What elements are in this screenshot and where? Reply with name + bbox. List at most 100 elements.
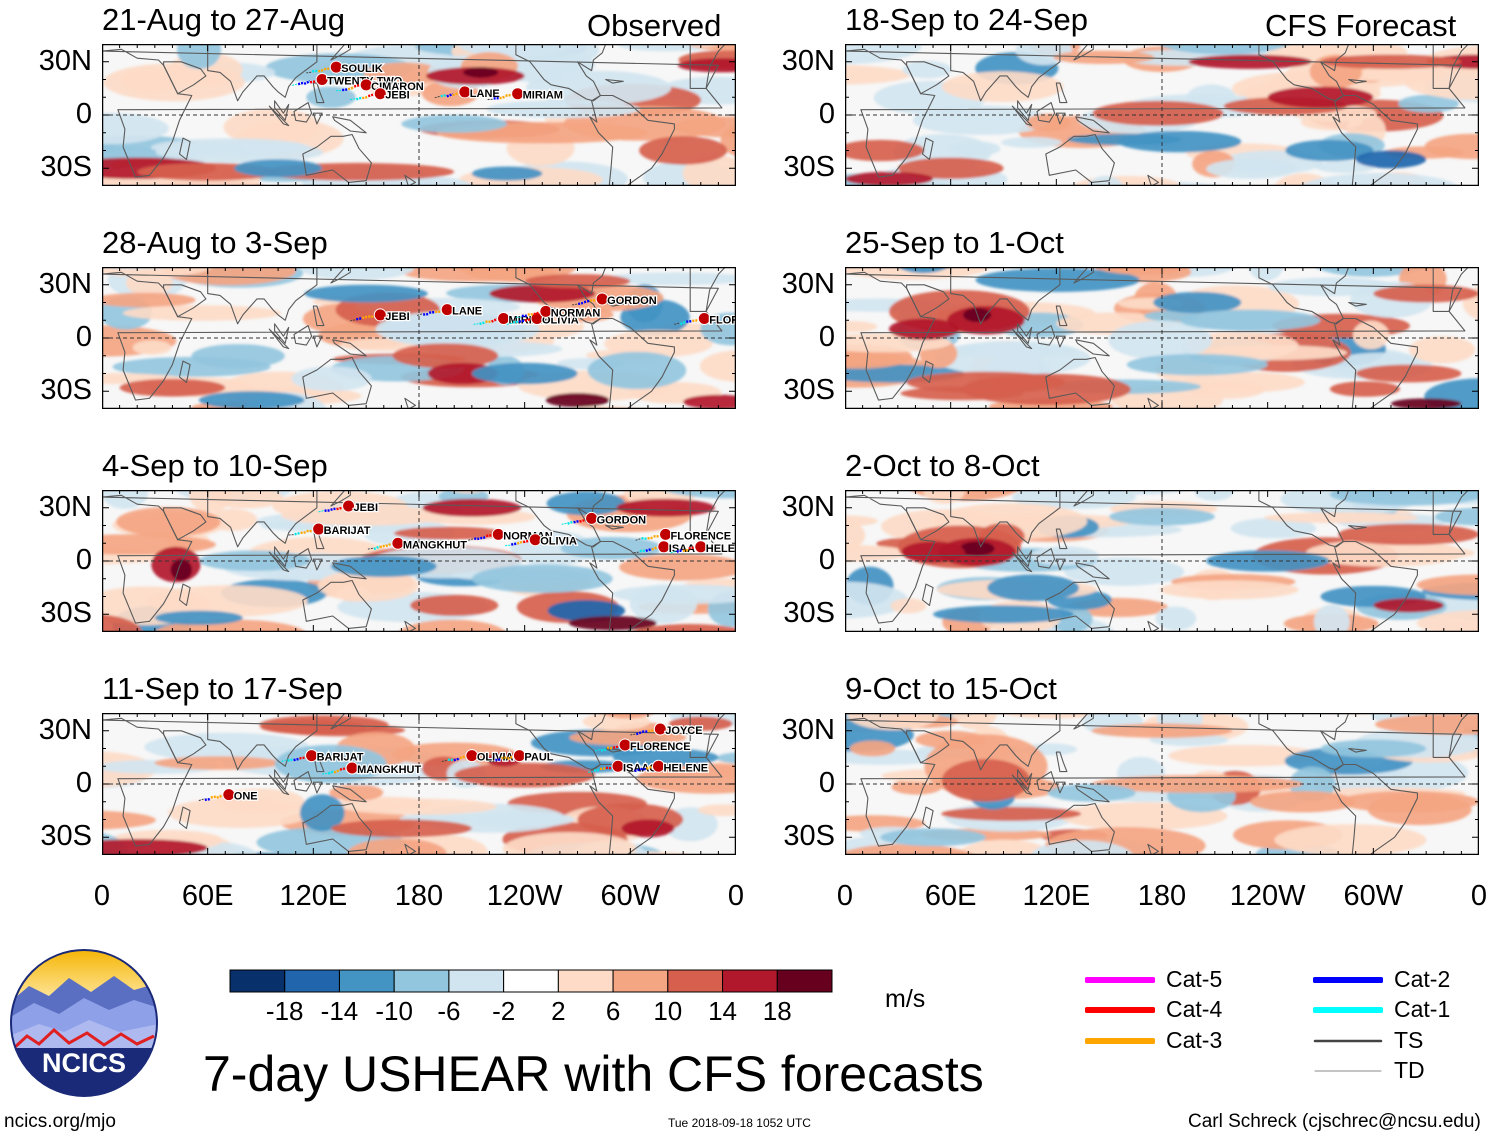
storm-marker: FLORENCE — [618, 738, 692, 754]
shear-contour — [845, 518, 866, 552]
shear-contour — [1188, 54, 1312, 69]
shear-contour — [603, 330, 713, 358]
shear-contour — [1155, 606, 1197, 631]
storm-marker: JEBI — [342, 499, 379, 515]
shear-contour — [699, 350, 736, 382]
shear-contour — [394, 526, 505, 540]
shear-contour — [1373, 598, 1444, 613]
shear-contour — [401, 115, 508, 133]
shear-contour — [612, 748, 719, 767]
coastline — [102, 490, 726, 632]
lat-tick-label: 0 — [75, 98, 92, 130]
storm-marker: OLIVIA — [528, 533, 578, 549]
storm-label: HELENE — [664, 762, 709, 774]
shear-contour — [1416, 574, 1479, 596]
shear-contour — [897, 157, 1004, 179]
storm-label: JEBI — [354, 502, 378, 514]
storm-label: GORDON — [607, 295, 657, 307]
shear-contour — [901, 541, 965, 563]
shear-contour — [1263, 512, 1419, 524]
shear-contour — [1159, 580, 1299, 600]
lon-tick-label: 60W — [1343, 880, 1404, 912]
shear-contour — [845, 581, 908, 619]
shear-contour — [486, 100, 640, 119]
shear-contour — [1409, 336, 1476, 364]
storm-marker: JEBI — [373, 308, 411, 324]
storm-marker: HELENE — [694, 540, 736, 556]
shear-contour — [215, 788, 305, 814]
storm-marker: OLIVIA — [530, 311, 580, 328]
shear-contour — [154, 610, 243, 625]
lon-tick-label: 180 — [394, 880, 444, 912]
shear-contour — [150, 138, 309, 157]
shear-contour — [1250, 791, 1356, 813]
coastline — [102, 713, 726, 855]
legend-label: Cat-5 — [1166, 966, 1223, 992]
shear-contour — [1375, 713, 1479, 735]
shear-contour — [1011, 490, 1137, 509]
shear-contour — [260, 720, 367, 735]
shear-contour — [103, 63, 245, 102]
lat-tick-label: 30S — [783, 820, 835, 853]
storm-marker: NORMAN — [539, 304, 602, 321]
lat-tick-label: 30N — [38, 713, 92, 746]
shear-contour — [621, 819, 675, 838]
observed-panel-1: SOULIKTWENTY-TWOCIMARONJEBILANEMIRIAM — [102, 44, 736, 186]
observed-panel-title: 4-Sep to 10-Sep — [102, 448, 328, 483]
lat-tick-label: 0 — [75, 767, 92, 799]
ncics-logo: NCICS — [10, 949, 158, 1097]
shear-contour — [934, 340, 1091, 376]
shear-contour — [234, 159, 323, 178]
shear-contour — [1329, 490, 1479, 506]
shear-contour — [210, 490, 283, 509]
legend-swatch-cat-1 — [1313, 1007, 1383, 1013]
colorbar-swatch — [393, 969, 450, 993]
shear-contour — [1096, 267, 1191, 275]
shear-contour — [959, 541, 995, 556]
legend-label: Cat-4 — [1166, 996, 1223, 1022]
shear-contour — [845, 515, 878, 527]
legend-swatch-cat-2 — [1313, 977, 1383, 983]
shear-contour — [1187, 380, 1265, 399]
shear-contour — [941, 759, 1030, 802]
timestamp: Tue 2018-09-18 1052 UTC — [668, 1116, 811, 1130]
lon-tick-label: 0 — [727, 880, 745, 912]
shear-contour — [987, 574, 1080, 602]
coastline — [845, 490, 1469, 632]
lat-tick-label: 30N — [781, 713, 835, 746]
colorbar-swatch — [612, 969, 669, 993]
shear-contour — [132, 340, 172, 355]
shear-contour — [941, 806, 1082, 821]
storm-label: PAUL — [524, 752, 553, 764]
shear-contour — [632, 623, 736, 632]
author-credit: Carl Schreck (cjschrec@ncsu.edu) — [1188, 1111, 1481, 1132]
legend-swatch-cat-3 — [1085, 1038, 1155, 1044]
shear-contour — [902, 60, 952, 79]
forecast-panel-title: 2-Oct to 8-Oct — [845, 448, 1040, 483]
lon-tick-label: 0 — [836, 880, 854, 912]
colorbar-tick-label: 2 — [551, 996, 566, 1026]
storm-label: JEBI — [385, 90, 409, 102]
units-label: m/s — [885, 985, 926, 1013]
shear-contour — [889, 318, 960, 340]
observed-panel-title: 28-Aug to 3-Sep — [102, 225, 328, 260]
shear-contour — [1025, 113, 1071, 132]
storm-marker: MANGKHUT — [391, 536, 469, 552]
shear-contour — [1274, 824, 1427, 855]
lat-tick-label: 0 — [75, 321, 92, 353]
colorbar-tick-label: -14 — [320, 996, 359, 1026]
forecast-label: CFS Forecast — [1265, 8, 1457, 43]
shear-contour — [890, 598, 927, 614]
lat-tick-label: 30S — [783, 374, 835, 407]
shear-contour — [330, 555, 437, 577]
colorbar-tick-label: 18 — [762, 996, 792, 1026]
shear-contour — [956, 839, 1053, 855]
shear-contour — [299, 267, 415, 280]
shear-contour — [102, 614, 143, 632]
shear-contour — [1108, 320, 1213, 360]
storm-label: MANGKHUT — [357, 764, 421, 776]
shear-contour — [612, 584, 736, 605]
shear-contour — [1117, 130, 1242, 153]
colorbar-tick-label: -2 — [492, 996, 516, 1026]
